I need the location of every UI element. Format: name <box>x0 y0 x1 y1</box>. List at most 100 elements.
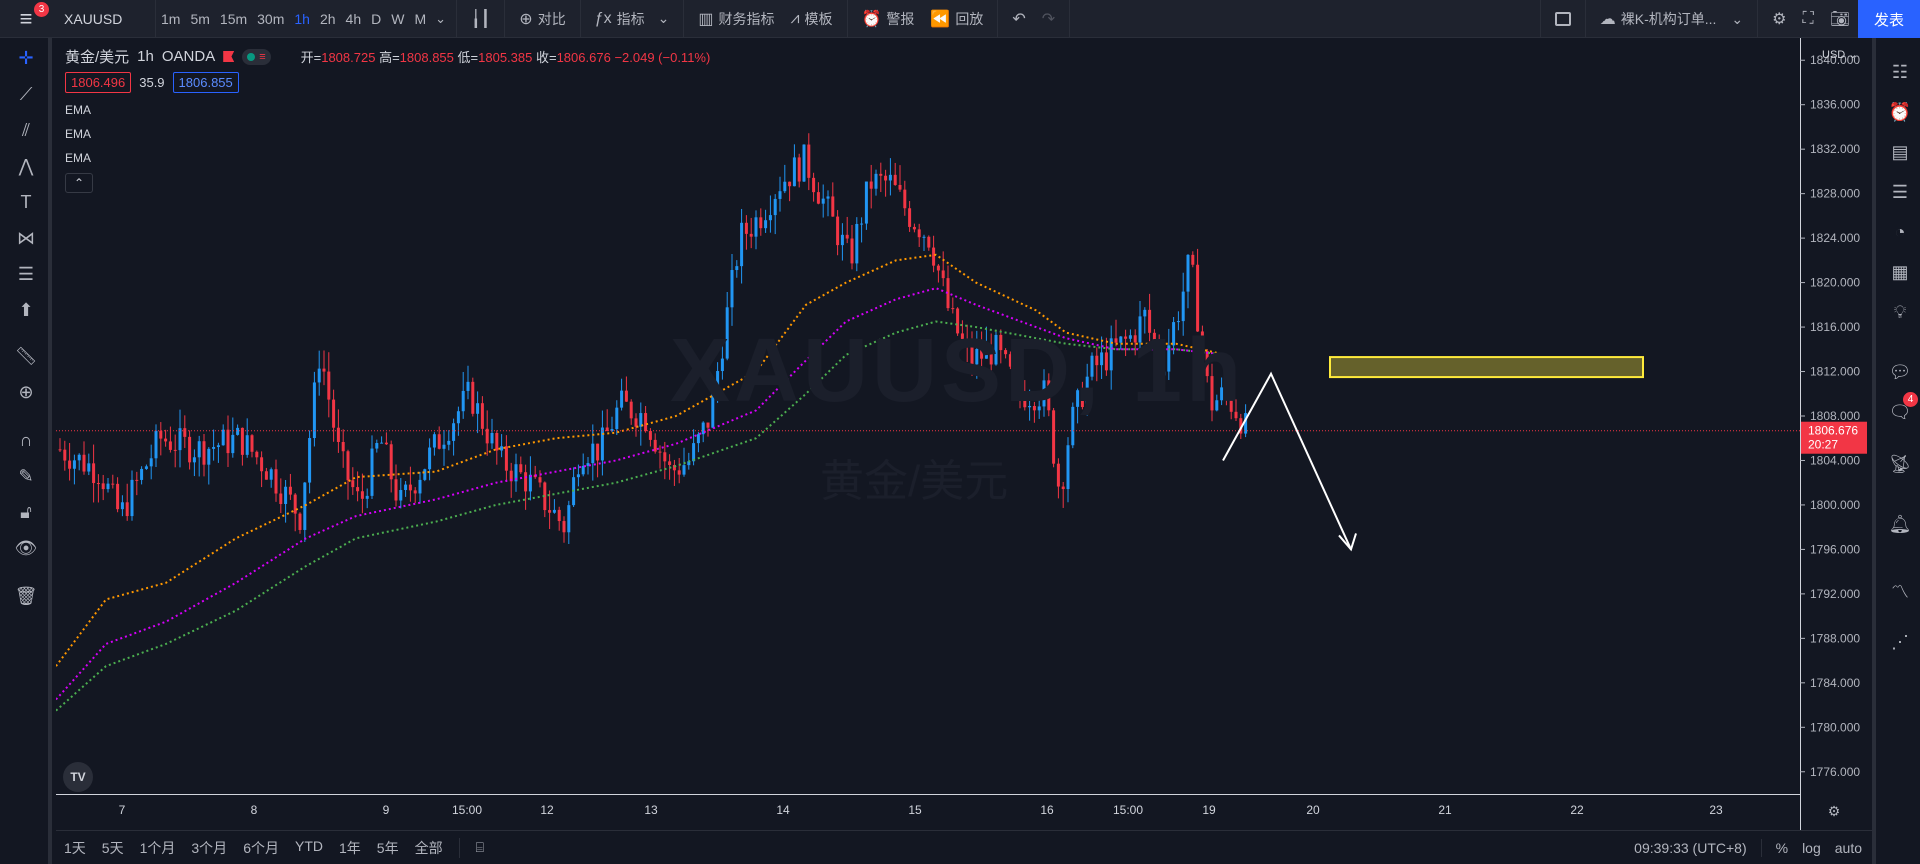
menu-button[interactable]: ≡ 3 <box>0 0 52 38</box>
indicators-button[interactable]: ƒx 指标 ⌄ <box>587 0 678 38</box>
candle-body <box>298 513 302 530</box>
candle-body <box>461 390 465 412</box>
percent-toggle[interactable]: % <box>1775 840 1789 856</box>
timeframe-1m[interactable]: 1m <box>161 10 181 27</box>
trendline-icon[interactable]: ⟋ <box>19 84 33 104</box>
eye-icon[interactable]: 👁︎ <box>14 538 38 558</box>
dom-icon[interactable]: ⋰ <box>1891 632 1909 652</box>
buy-button[interactable]: 1806.855 <box>172 72 239 93</box>
price-tick-label: 1808.000 <box>1810 409 1860 423</box>
snapshot-button[interactable]: 📷︎ <box>1822 0 1858 38</box>
indicator-ema-2[interactable]: EMA <box>65 127 92 141</box>
data-window-icon[interactable]: ☰ <box>1891 182 1909 202</box>
timeframe-D[interactable]: D <box>371 10 382 27</box>
market-status[interactable]: ≡ <box>242 48 271 65</box>
sell-button[interactable]: 1806.496 <box>65 72 132 93</box>
compare-button[interactable]: ⊕ 对比 <box>511 0 573 38</box>
layout-select-button[interactable] <box>1547 0 1579 38</box>
range-8[interactable]: 全部 <box>414 839 443 856</box>
timeframe-4h[interactable]: 4h <box>345 10 362 27</box>
chevron-down-icon[interactable]: ⌄ <box>435 10 447 26</box>
chats-icon[interactable]: 🗨︎ 4 <box>1886 392 1918 426</box>
crosshair-icon[interactable]: ✛ <box>18 48 34 68</box>
symbol-search[interactable]: XAUUSD <box>52 0 156 38</box>
candle-body <box>759 217 763 229</box>
timeframe-5m[interactable]: 5m <box>190 10 210 27</box>
chart-canvas[interactable]: 1840.000 1836.000 1832.000 1828.000 1824.000… <box>56 38 1872 830</box>
auto-toggle[interactable]: auto <box>1834 840 1862 856</box>
chart-type-button[interactable]: ╽┃ <box>463 0 498 38</box>
settings-button[interactable]: ⚙ <box>1764 0 1794 38</box>
clock[interactable]: 09:39:33 (UTC+8) <box>1634 840 1747 856</box>
timeframe-15m[interactable]: 15m <box>219 10 248 27</box>
calendar-icon[interactable]: ▦ <box>1891 262 1909 282</box>
zoom-in-icon[interactable]: ⊕ <box>18 382 34 402</box>
financials-button[interactable]: ▥ 财务指标 <box>690 0 782 38</box>
candle-body <box>149 458 153 467</box>
ideas-icon[interactable]: 💡︎ <box>1893 302 1907 322</box>
candle-body <box>1152 332 1156 349</box>
lock-icon[interactable]: 🔓︎ <box>20 502 32 522</box>
streams-icon[interactable]: 📡︎ <box>1888 454 1912 474</box>
candle-body <box>615 407 619 430</box>
templates-button[interactable]: ⩘ 模板 <box>782 0 840 38</box>
range-7[interactable]: 5年 <box>376 839 399 856</box>
notifications-icon[interactable]: 🔔︎ <box>1888 514 1912 534</box>
undo-button[interactable]: ↶ <box>1004 0 1033 38</box>
flag-icon[interactable] <box>223 51 235 62</box>
log-toggle[interactable]: log <box>1802 840 1821 856</box>
publish-button[interactable]: 发表 <box>1858 0 1920 38</box>
timeframe-30m[interactable]: 30m <box>257 10 285 27</box>
news-icon[interactable]: ▤ <box>1891 142 1909 162</box>
candle-body <box>610 429 614 432</box>
candle-body <box>557 509 561 522</box>
alert-button[interactable]: ⏰ 警报 <box>854 0 923 38</box>
range-2[interactable]: 1个月 <box>139 839 176 856</box>
ruler-icon[interactable]: 📏︎ <box>14 346 38 366</box>
trading-icon[interactable]: 〽 <box>1891 582 1909 602</box>
indicator-ema-1[interactable]: EMA <box>65 103 92 117</box>
arrow-up-icon[interactable]: ⬆ <box>18 300 34 320</box>
hotlist-icon[interactable]: ◔ <box>1894 222 1906 242</box>
timeframe-M[interactable]: M <box>414 10 427 27</box>
fib-icon[interactable]: ⫽ <box>21 120 31 140</box>
forecast-icon[interactable]: ☰ <box>17 264 35 284</box>
symbol-name[interactable]: 黄金/美元 <box>65 49 130 66</box>
chevron-down-icon: ⌄ <box>1731 10 1744 27</box>
candle-body <box>970 344 974 365</box>
xabcd-icon[interactable]: ⋈ <box>17 228 35 248</box>
range-6[interactable]: 1年 <box>338 839 361 856</box>
pencil-lock-icon[interactable]: ✎ <box>18 466 34 486</box>
fullscreen-button[interactable]: ⛶ <box>1794 0 1821 38</box>
pattern-icon[interactable]: ⋀ <box>18 156 34 176</box>
collapse-indicators-button[interactable]: ⌃ <box>65 173 93 193</box>
range-1[interactable]: 5天 <box>101 839 124 856</box>
trash-icon[interactable]: 🗑︎ <box>14 586 38 606</box>
range-4[interactable]: 6个月 <box>243 839 279 856</box>
price-tick-label: 1812.000 <box>1810 365 1860 379</box>
range-0[interactable]: 1天 <box>64 839 86 856</box>
candle-body <box>188 436 192 463</box>
timeframe-2h[interactable]: 2h <box>319 10 336 27</box>
candle-body <box>682 465 686 475</box>
candle-body <box>1047 380 1051 411</box>
chat-icon[interactable]: 💬︎ <box>1888 362 1912 382</box>
range-3[interactable]: 3个月 <box>191 839 228 856</box>
indicator-ema-3[interactable]: EMA <box>65 151 92 165</box>
tradingview-logo[interactable]: TV <box>63 762 93 792</box>
replay-button[interactable]: ⏪ 回放 <box>922 0 991 38</box>
candle-body <box>154 430 158 459</box>
timeframe-1h[interactable]: 1h <box>294 10 310 27</box>
alarm-clock-icon[interactable]: ⏰ <box>1888 102 1912 122</box>
range-5[interactable]: YTD <box>294 837 323 854</box>
candle-body <box>164 438 168 442</box>
chat-badge: 4 <box>1903 392 1918 407</box>
watchlist-icon[interactable]: ☷ <box>1891 62 1909 82</box>
redo-button[interactable]: ↷ <box>1034 0 1063 38</box>
divider <box>456 0 458 38</box>
goto-date-icon[interactable]: ⌸ <box>475 839 484 855</box>
magnet-icon[interactable]: ∩ <box>19 430 33 450</box>
timeframe-W[interactable]: W <box>391 10 405 27</box>
layout-name-button[interactable]: ☁ 裸K-机构订单... ⌄ <box>1592 0 1751 38</box>
text-icon[interactable]: T <box>20 192 32 212</box>
